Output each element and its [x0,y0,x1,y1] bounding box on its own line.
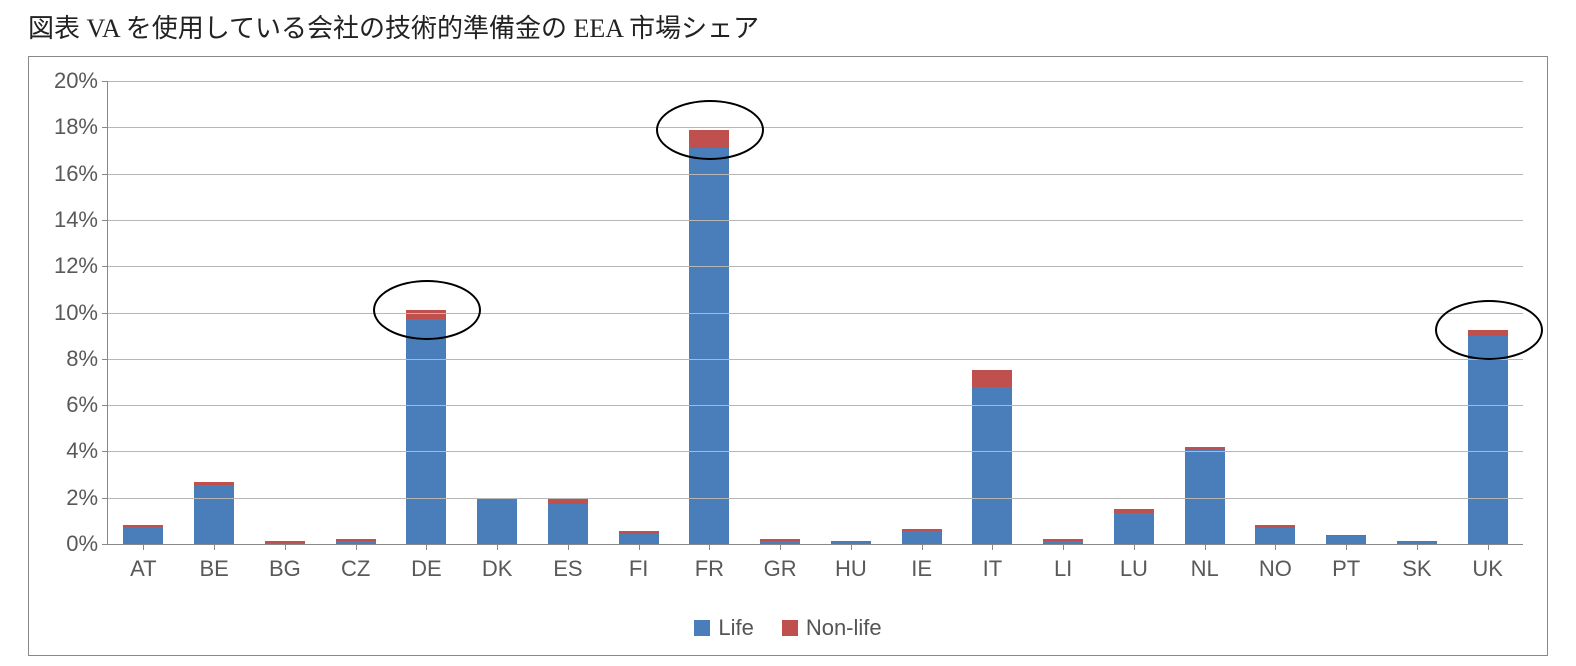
bar-segment-life [1114,513,1154,544]
ytick-label: 8% [66,346,108,372]
gridline [108,359,1523,360]
bar-stack-lu [1114,509,1154,544]
gridline [108,405,1523,406]
xtick-label: LU [1120,544,1148,582]
xtick-label: HU [835,544,867,582]
xtick-label: BG [269,544,301,582]
gridline [108,127,1523,128]
gridline [108,220,1523,221]
gridline [108,451,1523,452]
gridline [108,81,1523,82]
gridline [108,174,1523,175]
bar-segment-life [902,531,942,544]
bar-segment-life [1326,536,1366,544]
xtick-label: AT [130,544,156,582]
bar-stack-pt [1326,535,1366,544]
bar-stack-nl [1185,447,1225,544]
bar-stack-dk [477,498,517,544]
ytick-label: 20% [54,68,108,94]
bar-segment-life [123,527,163,544]
legend-item-life: Life [694,615,753,641]
ytick-label: 14% [54,207,108,233]
bar-segment-nonlife [972,370,1012,386]
bar-stack-at [123,525,163,544]
legend-item-nonlife: Non-life [782,615,882,641]
ytick-label: 0% [66,531,108,557]
xtick-label: FR [695,544,724,582]
xtick-label: DK [482,544,513,582]
bar-segment-life [972,387,1012,544]
xtick-label: PT [1332,544,1360,582]
xtick-label: GR [764,544,797,582]
chart-title: 図表 VA を使用している会社の技術的準備金の EEA 市場シェア [28,8,759,45]
plot-area: ATBEBGCZDEDKESFIFRGRHUIEITLILUNLNOPTSKUK… [107,81,1523,545]
legend: Life Non-life [29,615,1547,641]
gridline [108,498,1523,499]
bar-segment-life [548,504,588,545]
bar-segment-life [1468,336,1508,544]
xtick-label: NL [1191,544,1219,582]
bar-segment-life [477,499,517,544]
legend-label: Life [718,615,753,641]
legend-swatch-icon [782,620,798,636]
bar-stack-it [972,370,1012,544]
xtick-label: IT [983,544,1003,582]
bar-stack-de [406,310,446,544]
ytick-label: 12% [54,253,108,279]
xtick-label: UK [1472,544,1503,582]
ytick-label: 18% [54,114,108,140]
bar-segment-life [619,534,659,544]
ytick-label: 10% [54,300,108,326]
legend-label: Non-life [806,615,882,641]
gridline [108,266,1523,267]
xtick-label: NO [1259,544,1292,582]
xtick-label: SK [1402,544,1431,582]
legend-swatch-icon [694,620,710,636]
bar-segment-life [1255,528,1295,544]
bar-stack-no [1255,525,1295,544]
ytick-label: 2% [66,485,108,511]
gridline [108,313,1523,314]
bar-stack-ie [902,529,942,544]
bar-stack-fi [619,531,659,544]
xtick-label: CZ [341,544,370,582]
xtick-label: LI [1054,544,1072,582]
xtick-label: ES [553,544,582,582]
xtick-label: IE [911,544,932,582]
bar-segment-nonlife [689,130,729,149]
ytick-label: 16% [54,161,108,187]
bar-stack-be [194,482,234,545]
ytick-label: 4% [66,438,108,464]
bar-segment-life [406,319,446,544]
ytick-label: 6% [66,392,108,418]
bar-stack-fr [689,130,729,544]
xtick-label: BE [199,544,228,582]
xtick-label: DE [411,544,442,582]
xtick-label: FI [629,544,649,582]
bar-segment-life [689,148,729,544]
bar-stack-es [548,499,588,544]
bar-segment-life [194,485,234,544]
bar-stack-uk [1468,330,1508,544]
chart-container: AT BE BG CZ DE DK ES FI FR GR HU IE IT LI LU NL NO PT SK UK… [28,56,1548,656]
